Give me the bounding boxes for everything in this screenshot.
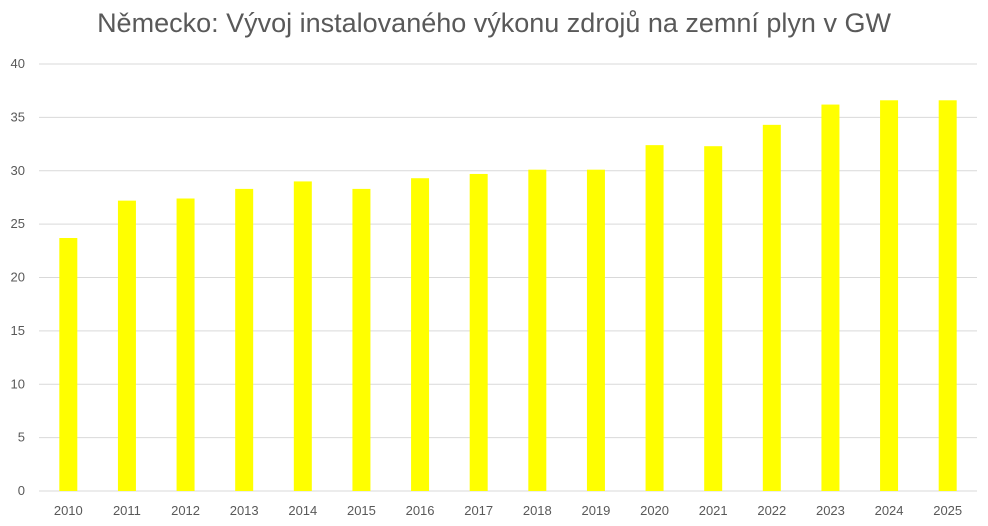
gridlines: [39, 63, 977, 492]
x-tick-label: 2019: [581, 503, 610, 518]
x-tick-label: 2010: [54, 503, 83, 518]
bar-2011: [117, 200, 136, 491]
bar-2017: [469, 173, 488, 491]
x-axis-ticks: 2010 2011 2012 2013 2014 2015 2016 2017 2018 2019…: [54, 503, 962, 518]
bar-2016: [411, 178, 430, 491]
bar-2015: [352, 188, 371, 491]
x-tick-label: 2023: [816, 503, 845, 518]
bar-2010: [59, 238, 78, 491]
x-tick-label: 2011: [113, 503, 141, 518]
y-tick-label: 15: [11, 323, 25, 338]
y-tick-label: 30: [11, 163, 25, 178]
bars: [59, 100, 957, 492]
x-tick-label: 2016: [406, 503, 435, 518]
chart-title: Německo: Vývoj instalovaného výkonu zdro…: [97, 8, 891, 38]
bar-2020: [645, 145, 664, 491]
bar-2022: [762, 124, 781, 491]
y-tick-label: 35: [11, 109, 25, 124]
bar-2024: [880, 100, 899, 492]
bar-2023: [821, 104, 840, 491]
x-tick-label: 2017: [464, 503, 493, 518]
y-tick-label: 10: [11, 376, 25, 391]
x-tick-label: 2018: [523, 503, 552, 518]
bar-2018: [528, 169, 547, 491]
y-tick-label: 5: [18, 430, 25, 445]
bar-2021: [704, 146, 723, 491]
bar-2012: [176, 198, 195, 491]
bar-2014: [293, 181, 312, 492]
x-tick-label: 2024: [875, 503, 904, 518]
x-tick-label: 2012: [171, 503, 200, 518]
x-tick-label: 2022: [757, 503, 786, 518]
y-tick-label: 25: [11, 216, 25, 231]
x-tick-label: 2025: [933, 503, 962, 518]
y-tick-label: 40: [11, 56, 25, 71]
x-tick-label: 2015: [347, 503, 376, 518]
bar-2019: [586, 169, 605, 491]
x-tick-label: 2014: [288, 503, 317, 518]
y-tick-label: 0: [18, 483, 25, 498]
x-tick-label: 2020: [640, 503, 669, 518]
y-axis-ticks: 0 5 10 15 20 25 30 35 40: [11, 56, 25, 498]
x-tick-label: 2021: [699, 503, 728, 518]
y-tick-label: 20: [11, 270, 25, 285]
bar-2025: [938, 100, 957, 492]
bar-2013: [235, 188, 254, 491]
x-tick-label: 2013: [230, 503, 259, 518]
